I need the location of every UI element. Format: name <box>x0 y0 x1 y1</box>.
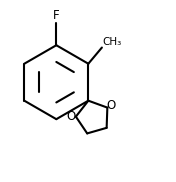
Text: O: O <box>106 99 116 112</box>
Text: CH₃: CH₃ <box>103 37 122 47</box>
Text: F: F <box>53 9 60 22</box>
Text: O: O <box>67 110 76 123</box>
